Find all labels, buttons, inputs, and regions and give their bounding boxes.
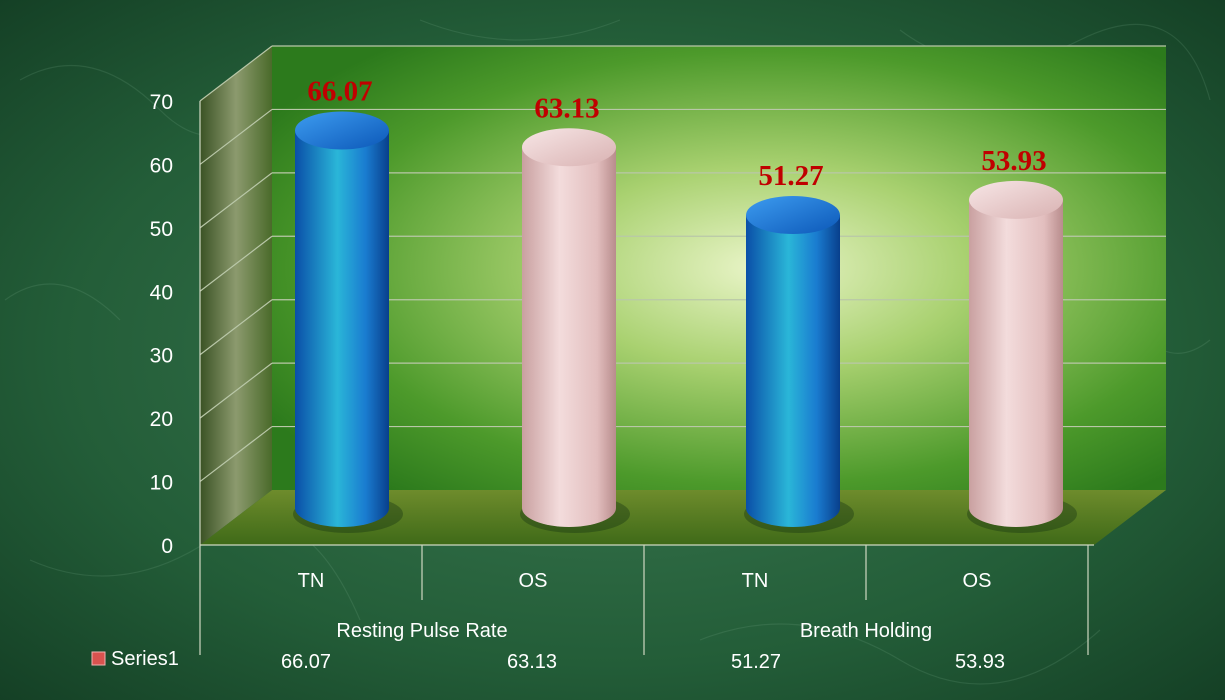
bar-top [746,196,840,235]
legend-key: Series1 [91,648,179,670]
bars [293,111,1077,533]
x-category-label: TN [298,570,325,592]
x-category-label: TN [742,570,769,592]
back-wall [272,46,1166,490]
gridline-side [199,299,273,356]
bar-tn-3 [744,196,854,533]
bar-top [295,111,389,150]
gridline-side [199,172,273,229]
data-labels: 66.07 63.13 51.27 53.93 [307,75,1046,192]
data-label: 53.93 [981,145,1046,177]
table-value: 63.13 [507,651,557,673]
legend-swatch [91,651,106,666]
table-value: 51.27 [731,651,781,673]
table-value: 66.07 [281,651,331,673]
x-category-label: OS [519,570,548,592]
legend-series-name: Series1 [111,648,179,670]
y-tick-label: 20 [150,408,173,431]
gridline-side [199,108,273,165]
y-tick-label: 40 [150,281,173,304]
y-tick-label: 70 [150,91,173,114]
bar-top [969,180,1063,219]
data-label: 63.13 [534,92,599,124]
x-group-label: Breath Holding [800,620,932,642]
gridline-side [199,362,273,419]
data-table: TN OS TN OS Resting Pulse Rate Breath Holding… [91,544,1094,673]
bar-tn-1 [293,111,403,533]
y-tick-label: 50 [150,218,173,241]
table-value: 53.93 [955,651,1005,673]
bar-os-2 [520,128,630,533]
y-tick-label: 10 [150,472,173,495]
y-axis: 0 10 20 30 40 50 60 70 [150,91,201,558]
gridline-side [199,426,273,483]
bar-body [295,130,389,527]
x-category-label: OS [963,570,992,592]
floor [200,490,1166,545]
gridlines [199,45,1166,483]
y-tick-label: 30 [150,345,173,368]
y-tick-label: 0 [161,535,173,558]
y-tick-label: 60 [150,154,173,177]
bar-body [746,215,840,527]
bar-top [522,128,616,167]
data-label: 66.07 [307,75,372,107]
data-label: 51.27 [758,160,823,192]
side-wall [200,46,272,545]
bar-os-4 [967,180,1077,533]
x-group-label: Resting Pulse Rate [336,620,507,642]
gridline-side [199,235,273,292]
bar-body [969,199,1063,527]
gridline-side [199,45,273,102]
bar-body [522,147,616,527]
